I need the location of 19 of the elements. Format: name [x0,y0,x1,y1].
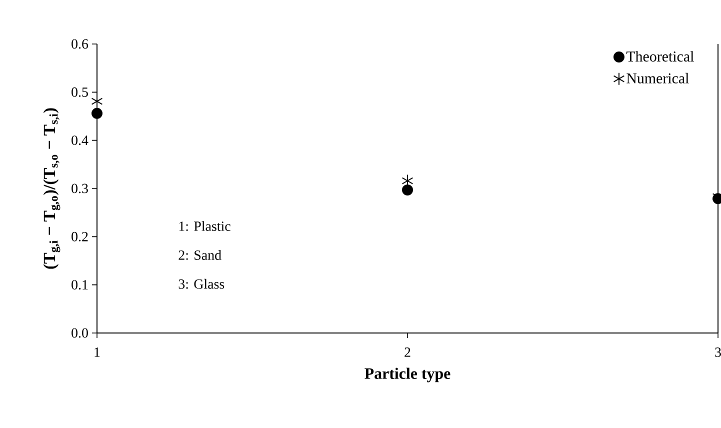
annotation: 3: Glass [178,278,224,289]
x-tick-label: 3 [715,348,721,357]
annotation: 1: Plastic [179,221,230,232]
y-tick-label: 0.5 [72,87,88,97]
x-tick-label: 2 [404,348,410,357]
annotation: 2: Sand [178,250,222,260]
y-tick-label: 0.2 [72,232,88,242]
x-tick-label: 1 [94,348,100,357]
y-tick-label: 0.6 [72,39,88,49]
legend-label: Numerical [626,72,689,84]
y-tick-label: 0.0 [72,328,88,338]
text: (T$_{g,i}$ − T$_{g,o}$)/(T$_{s,o}$ − T$_{s,i}$) [43,108,60,269]
legend-label: Theoretical [626,51,694,62]
x-axis-title: Particle type [364,368,450,382]
point [402,184,414,196]
point [92,108,102,119]
y-tick-label: 0.3 [72,184,88,194]
y-tick-label: 0.1 [72,280,88,290]
y-tick-label: 0.4 [72,136,88,146]
